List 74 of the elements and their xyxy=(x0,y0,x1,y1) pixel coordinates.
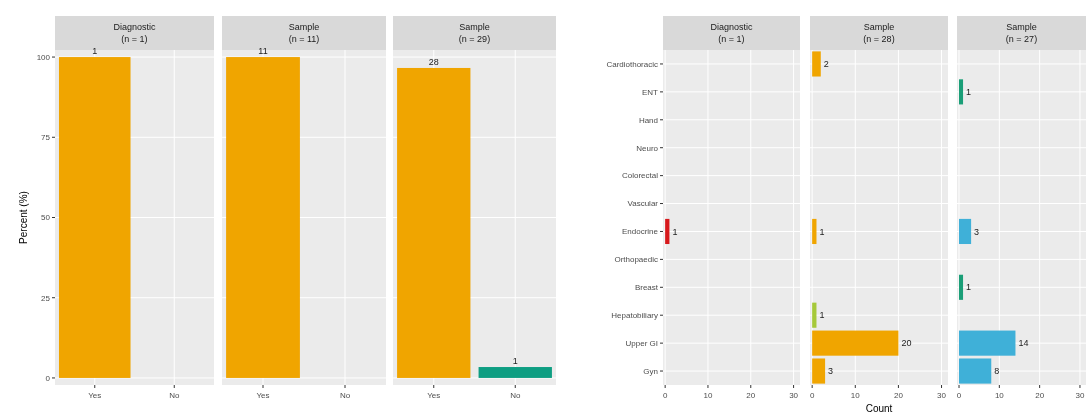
y-tick-label: Hand xyxy=(638,115,658,125)
data-label: 8 xyxy=(994,366,1000,377)
chart-title: Sample xyxy=(1006,22,1037,32)
data-label: 20 xyxy=(901,338,912,349)
x-tick-label: 30 xyxy=(1075,391,1085,400)
chart-title: Sample xyxy=(459,22,490,32)
y-tick-label: Gyn xyxy=(643,366,658,376)
y-tick-label: 100 xyxy=(36,52,51,62)
chart-title: Sample xyxy=(288,22,320,32)
bar xyxy=(959,330,1016,356)
annotation: 28 xyxy=(428,56,439,67)
chart-subtitle: (n = 1) xyxy=(121,34,148,44)
chart-subtitle: (n = 11) xyxy=(288,34,320,44)
data-label: 1 xyxy=(966,87,972,98)
y-tick-label: 75 xyxy=(41,133,51,143)
x-tick-label: Yes xyxy=(256,391,270,400)
y-axis-title: Percent (%) xyxy=(18,191,29,244)
bar xyxy=(812,302,817,328)
y-tick-label: ENT xyxy=(642,87,659,97)
y-tick-label: Colorectal xyxy=(621,171,659,181)
chart-subtitle: (n = 29) xyxy=(458,34,491,44)
annotation: 1 xyxy=(92,46,98,57)
y-tick-label: Upper GI xyxy=(625,338,658,348)
x-tick-label: 20 xyxy=(893,391,904,400)
chart-title: Sample xyxy=(863,22,895,32)
chart-subtitle: (n = 28) xyxy=(863,34,895,44)
chart-subtitle: (n = 27) xyxy=(1005,34,1038,44)
y-tick-label: Orthopaedic xyxy=(614,255,658,265)
bar xyxy=(812,330,899,356)
x-tick-label: Yes xyxy=(88,391,102,400)
x-tick-label: 0 xyxy=(956,391,962,400)
y-tick-label: Breast xyxy=(634,283,659,293)
x-tick-label: 20 xyxy=(746,391,756,400)
x-tick-label: 0 xyxy=(662,391,668,400)
data-label: 1 xyxy=(819,226,825,237)
data-label: 2 xyxy=(823,59,829,70)
data-label: 1 xyxy=(819,310,825,321)
bar xyxy=(812,358,826,384)
data-label: 3 xyxy=(974,226,980,237)
chart-title: Diagnostic xyxy=(113,22,156,32)
chart-subtitle: (n = 1) xyxy=(718,34,745,44)
annotation: 1 xyxy=(512,356,518,367)
y-tick-label: Cardiothoracic xyxy=(606,59,658,69)
bar xyxy=(959,218,972,245)
y-tick-label: Vascular xyxy=(627,199,659,209)
data-label: 1 xyxy=(966,282,972,293)
y-tick-label: 25 xyxy=(41,293,51,303)
x-tick-label: No xyxy=(169,391,180,400)
bar xyxy=(959,79,964,105)
x-tick-label: 20 xyxy=(1035,391,1045,400)
y-tick-label: Hepatobiliary xyxy=(611,311,658,321)
bar xyxy=(812,51,821,77)
x-tick-label: No xyxy=(510,391,521,400)
bar xyxy=(959,358,992,384)
x-tick-label: 30 xyxy=(937,391,947,400)
y-tick-label: 50 xyxy=(41,213,51,223)
data-label: 3 xyxy=(828,366,834,377)
annotation: 11 xyxy=(258,46,268,57)
x-tick-label: 10 xyxy=(850,391,861,400)
chart-title: Diagnostic xyxy=(710,22,753,32)
y-tick-label: 0 xyxy=(45,373,51,383)
data-label: 1 xyxy=(672,226,678,237)
x-tick-label: 10 xyxy=(703,391,713,400)
bar xyxy=(959,274,964,300)
y-tick-label: Neuro xyxy=(636,143,659,153)
x-tick-label: No xyxy=(339,391,351,400)
x-tick-label: 10 xyxy=(994,391,1005,400)
bar xyxy=(812,218,817,245)
x-tick-label: 0 xyxy=(809,391,815,400)
x-axis-title: Count xyxy=(865,403,893,414)
x-tick-label: 30 xyxy=(789,391,799,400)
y-tick-label: Endocrine xyxy=(621,227,659,237)
x-tick-label: Yes xyxy=(427,391,441,400)
data-label: 14 xyxy=(1018,338,1029,349)
